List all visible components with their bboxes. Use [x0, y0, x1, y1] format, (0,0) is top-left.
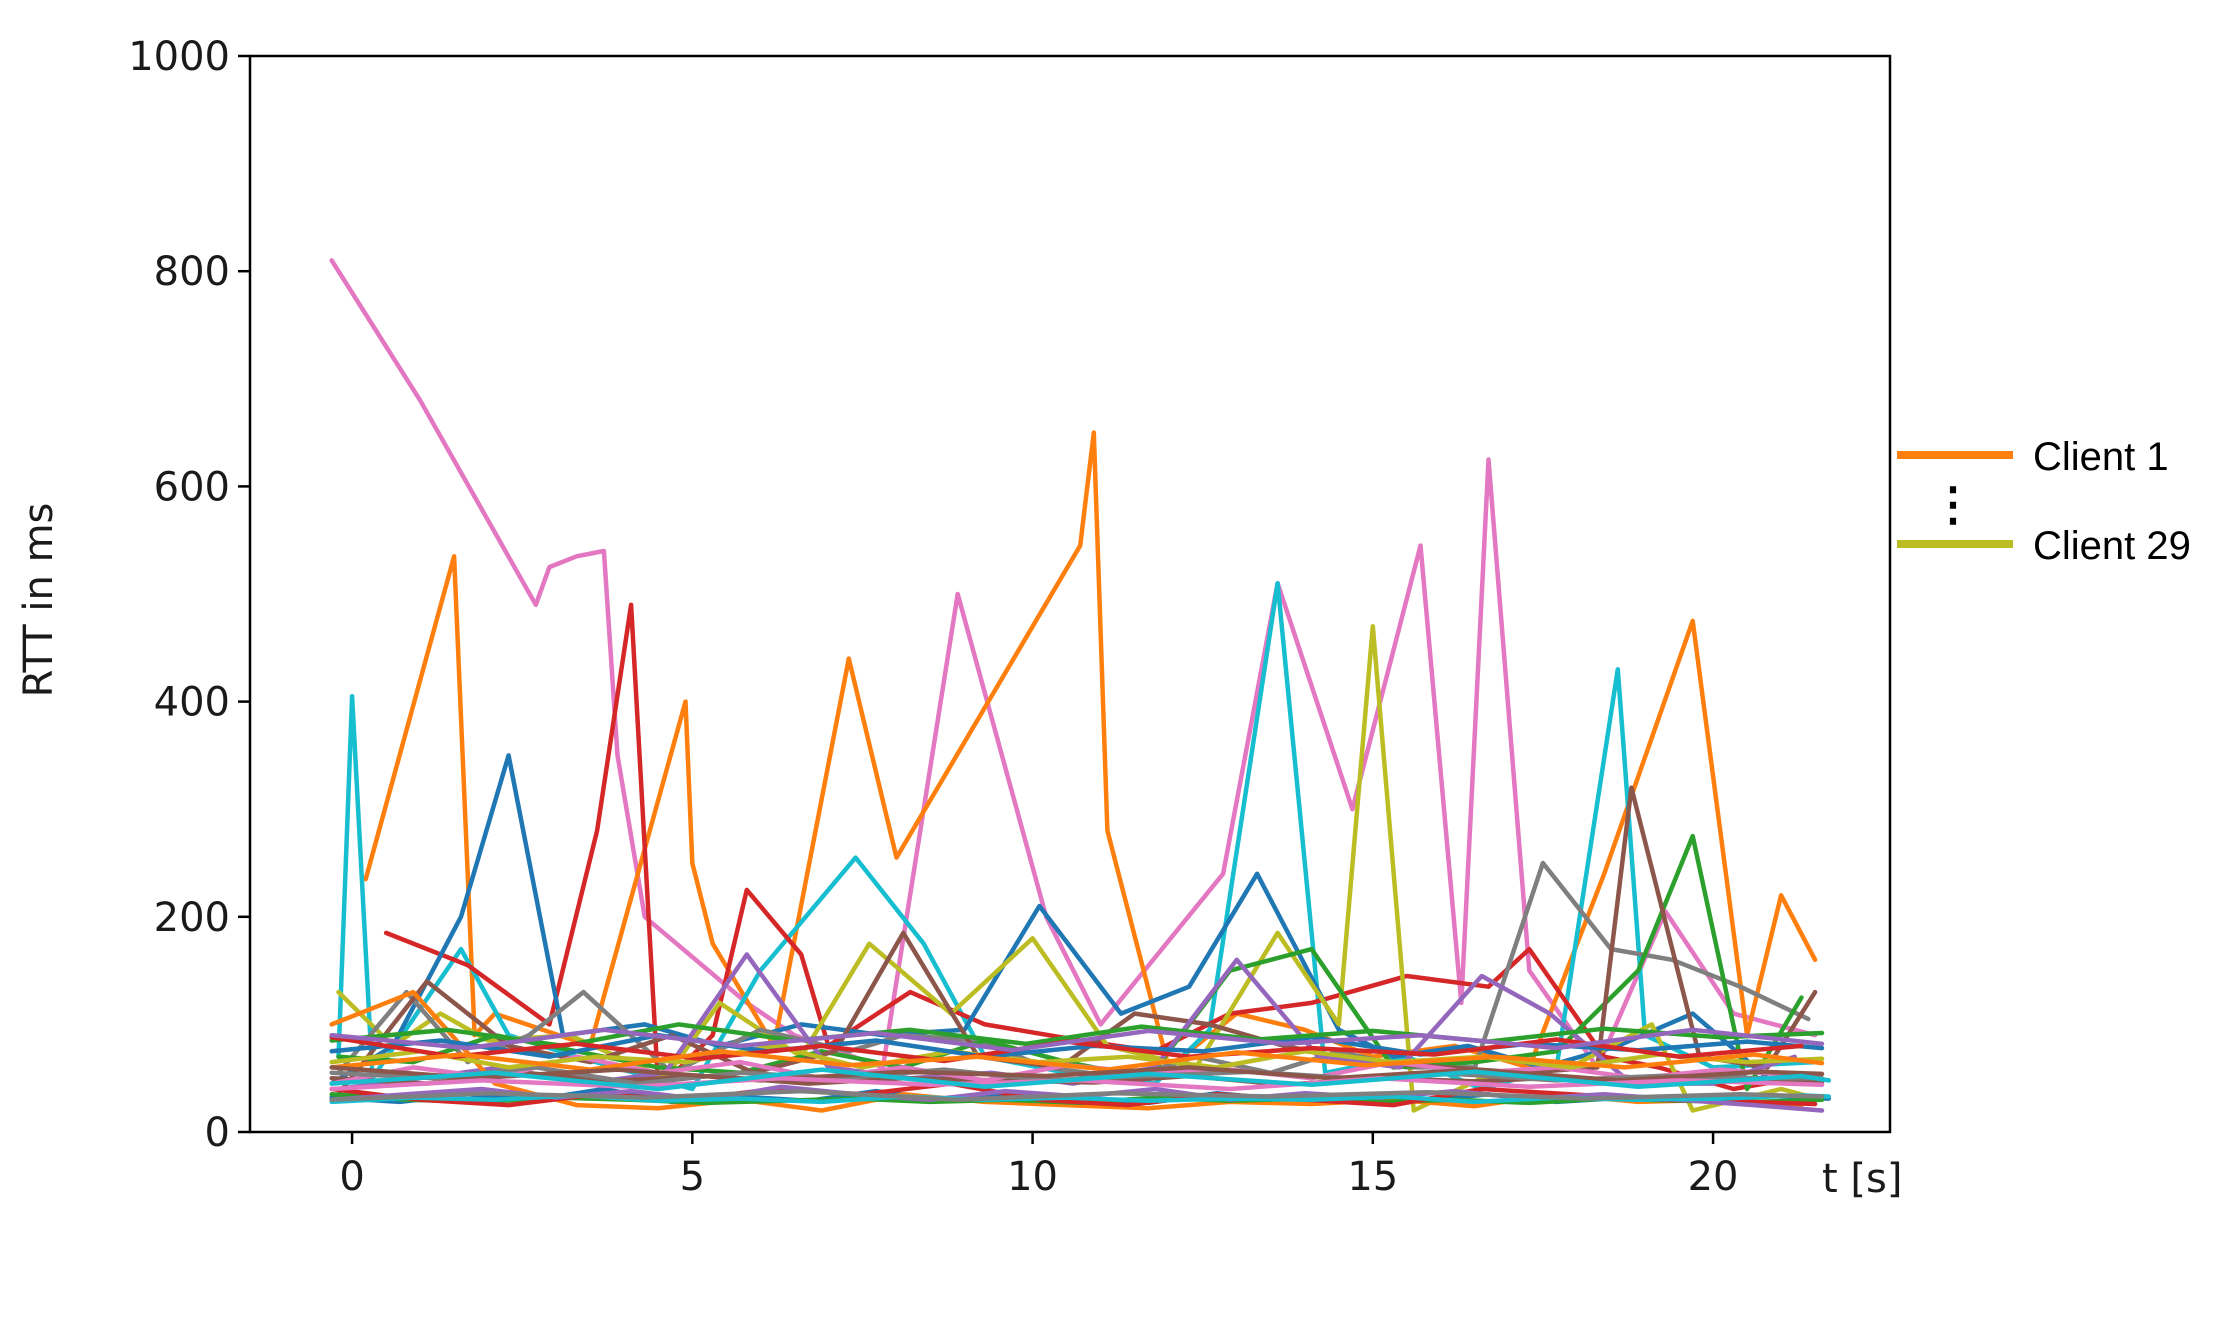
x-axis: 0 5 10 15 20 [339, 1132, 1739, 1200]
legend: Client 1 ⋮ Client 29 [1897, 435, 2191, 568]
series-line-25 [329, 1027, 1825, 1053]
y-tick-label: 1000 [128, 34, 230, 80]
x-tick-label: 0 [339, 1154, 364, 1200]
x-axis-label: t [s] [1822, 1156, 1902, 1202]
y-axis-label: RTT in ms [16, 503, 62, 698]
series-line-29 [329, 1067, 1832, 1092]
series-line-28 [329, 1088, 1825, 1102]
series-line-26 [329, 1065, 1825, 1083]
y-tick-label: 200 [154, 895, 230, 941]
x-tick-label: 15 [1347, 1154, 1398, 1200]
series-layer [329, 258, 1832, 1113]
series-line-9 [336, 785, 1818, 1097]
legend-label-client-1: Client 1 [2033, 435, 2169, 479]
x-tick-label: 5 [680, 1154, 705, 1200]
y-tick-label: 600 [154, 464, 230, 510]
series-line-4 [383, 602, 1797, 1092]
y-axis: 0 200 400 600 800 1000 [128, 34, 250, 1156]
y-tick-label: 0 [205, 1110, 230, 1156]
y-tick-label: 400 [154, 680, 230, 726]
x-tick-label: 10 [1007, 1154, 1058, 1200]
x-tick-label: 20 [1688, 1154, 1739, 1200]
legend-ellipsis: ⋮ [1930, 478, 1976, 530]
series-line-1 [329, 258, 1818, 1070]
legend-label-client-29: Client 29 [2033, 524, 2191, 568]
plot-frame [248, 54, 1892, 1134]
y-tick-label: 800 [154, 249, 230, 295]
